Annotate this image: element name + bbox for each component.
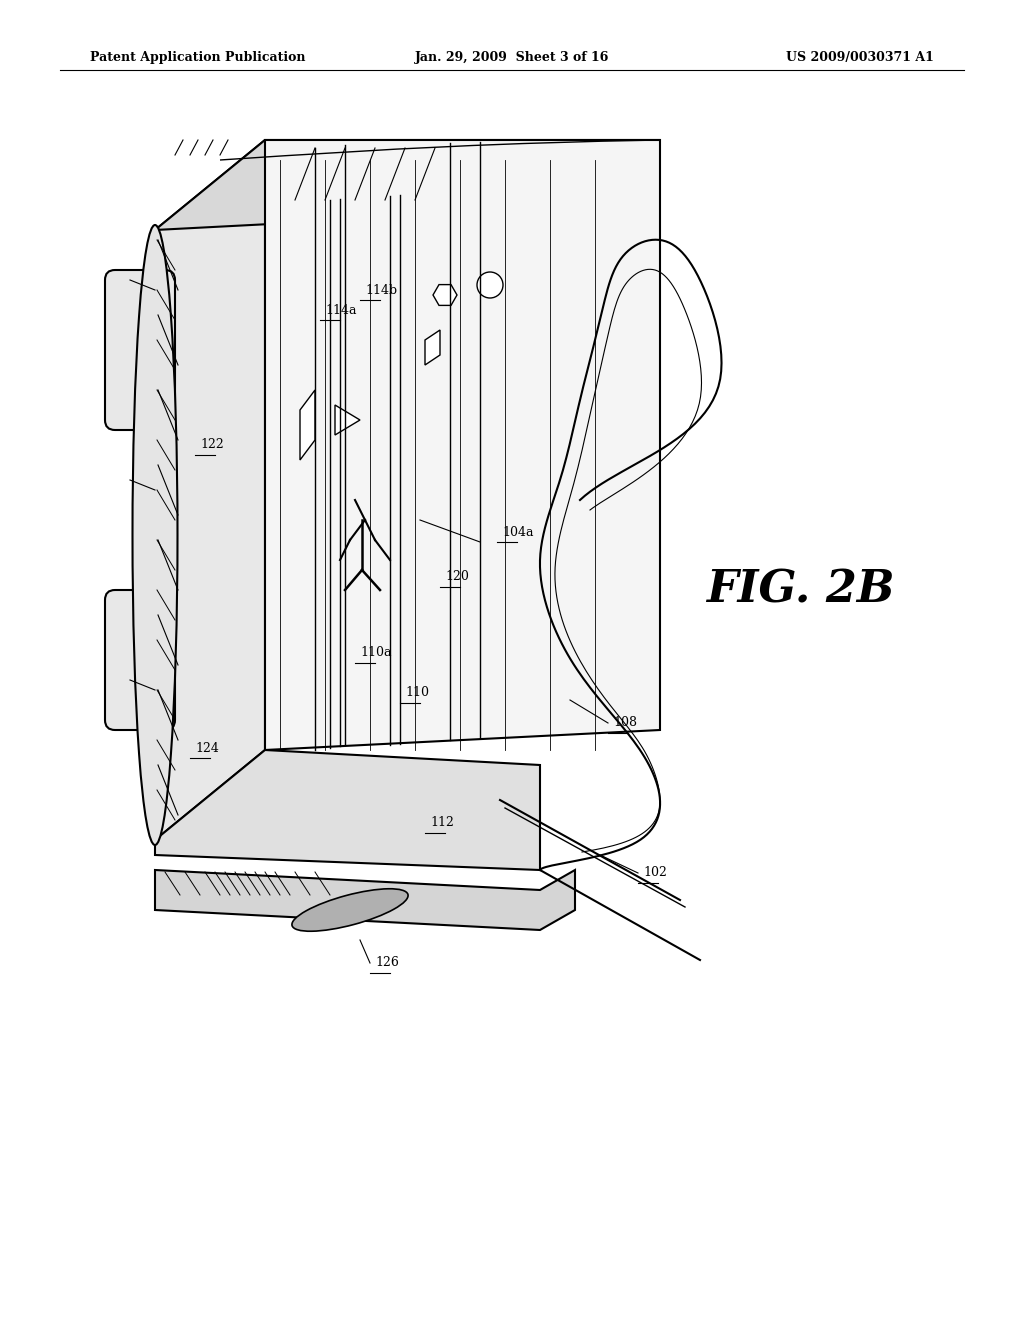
Text: 126: 126 xyxy=(375,957,399,969)
Text: 110a: 110a xyxy=(360,647,391,660)
Text: 102: 102 xyxy=(643,866,667,879)
Polygon shape xyxy=(300,389,315,459)
Circle shape xyxy=(477,272,503,298)
FancyBboxPatch shape xyxy=(105,590,175,730)
Text: 120: 120 xyxy=(445,570,469,583)
Polygon shape xyxy=(155,140,660,230)
Polygon shape xyxy=(155,140,265,840)
Text: US 2009/0030371 A1: US 2009/0030371 A1 xyxy=(786,51,934,65)
Polygon shape xyxy=(155,750,540,870)
Polygon shape xyxy=(265,140,660,750)
Text: 112: 112 xyxy=(430,817,454,829)
Text: 114b: 114b xyxy=(365,284,397,297)
Text: Patent Application Publication: Patent Application Publication xyxy=(90,51,305,65)
Text: 104a: 104a xyxy=(502,525,534,539)
FancyBboxPatch shape xyxy=(105,271,175,430)
Polygon shape xyxy=(335,405,360,436)
Text: FIG. 2B: FIG. 2B xyxy=(706,569,894,611)
Polygon shape xyxy=(425,330,440,366)
Text: 122: 122 xyxy=(200,438,224,451)
Text: Jan. 29, 2009  Sheet 3 of 16: Jan. 29, 2009 Sheet 3 of 16 xyxy=(415,51,609,65)
Polygon shape xyxy=(433,285,457,305)
Ellipse shape xyxy=(292,888,409,931)
Text: 114a: 114a xyxy=(325,304,356,317)
Polygon shape xyxy=(155,870,575,931)
Ellipse shape xyxy=(132,224,177,845)
Text: 110: 110 xyxy=(406,686,429,700)
Text: 108: 108 xyxy=(613,717,637,730)
Text: 124: 124 xyxy=(195,742,219,755)
